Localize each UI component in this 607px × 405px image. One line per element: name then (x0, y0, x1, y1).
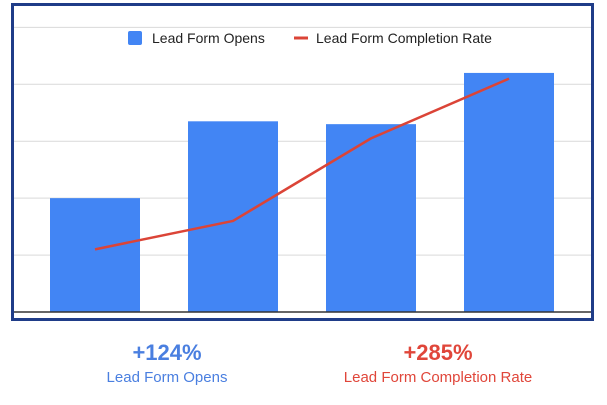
chart-frame: Lead Form Opens Lead Form Completion Rate (11, 3, 594, 321)
chart: Lead Form Opens Lead Form Completion Rate (14, 26, 591, 313)
legend-swatch-opens (128, 31, 142, 45)
bar-3 (326, 124, 416, 313)
bar-2 (188, 121, 278, 312)
bar-4 (464, 72, 554, 312)
bar-1 (50, 198, 140, 312)
stat-completion-rate: +285% Lead Form Completion Rate (318, 340, 558, 388)
line-completion-rate (94, 77, 510, 251)
legend-label-completion-rate: Lead Form Completion Rate (316, 30, 492, 46)
legend-label-opens: Lead Form Opens (152, 30, 265, 46)
stat-completion-rate-value: +285% (403, 340, 473, 365)
stat-opens-value: +124% (132, 340, 202, 365)
stat-opens-label: Lead Form Opens (106, 369, 228, 386)
stat-completion-rate-label: Lead Form Completion Rate (343, 369, 533, 386)
stat-opens: +124% Lead Form Opens (62, 340, 272, 388)
